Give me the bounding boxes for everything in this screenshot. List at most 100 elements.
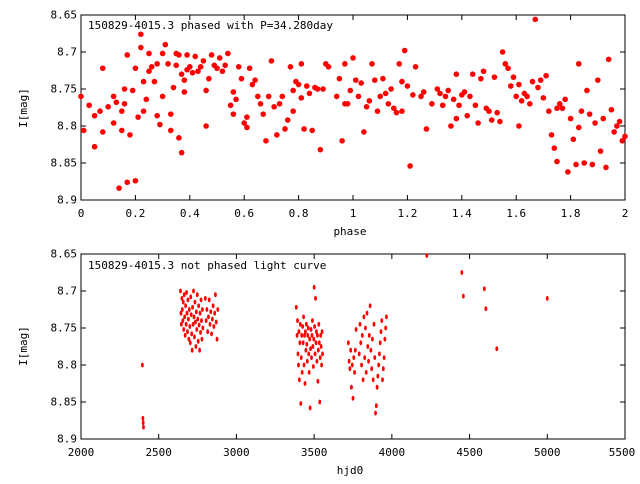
data-point: [189, 312, 193, 318]
data-point: [510, 74, 517, 80]
data-point: [311, 318, 314, 323]
data-point: [298, 95, 305, 101]
data-point: [358, 321, 362, 327]
data-point: [367, 358, 370, 364]
data-point: [189, 69, 196, 76]
data-point: [353, 347, 357, 353]
data-point: [314, 86, 321, 92]
data-point: [355, 93, 362, 100]
data-point: [279, 93, 286, 100]
data-point: [157, 121, 163, 128]
data-point: [165, 61, 171, 67]
data-point: [554, 105, 560, 112]
data-point: [575, 124, 582, 131]
data-point: [363, 355, 367, 360]
data-point: [480, 68, 487, 75]
data-point: [184, 303, 188, 309]
data-point: [189, 294, 193, 300]
data-point: [141, 420, 145, 426]
data-point: [619, 138, 626, 144]
data-point: [464, 112, 471, 119]
data-point: [540, 95, 547, 101]
data-point: [448, 123, 454, 129]
data-point: [317, 146, 324, 153]
data-point: [551, 145, 558, 151]
data-point: [369, 61, 375, 67]
x-tick-label: 0.4: [180, 207, 200, 220]
data-point: [211, 303, 215, 309]
data-point: [305, 341, 309, 347]
data-point: [91, 112, 98, 119]
data-point: [204, 318, 208, 323]
data-point: [371, 336, 374, 342]
data-point: [180, 296, 184, 301]
data-point: [297, 362, 300, 368]
data-point: [194, 344, 198, 349]
data-point: [385, 101, 392, 107]
data-point: [484, 306, 488, 312]
data-point: [445, 87, 452, 94]
data-point: [494, 109, 500, 116]
data-point: [516, 81, 522, 88]
data-point: [317, 321, 321, 327]
data-point: [187, 64, 193, 70]
data-point: [159, 93, 166, 100]
data-point: [195, 68, 201, 75]
data-point: [200, 307, 204, 312]
data-point: [216, 307, 220, 312]
unphased-light-curve-panel: 8.65 8.7 8.75 8.8 8.85 8.9 2000 2500 300…: [17, 248, 635, 478]
data-point: [562, 96, 568, 103]
data-point: [138, 31, 144, 38]
data-point: [184, 52, 190, 58]
data-point: [303, 381, 307, 386]
data-point: [586, 111, 593, 117]
data-point: [437, 90, 443, 97]
data-point: [207, 314, 210, 320]
data-point: [195, 292, 199, 298]
data-point: [197, 322, 201, 328]
data-point: [388, 86, 394, 92]
data-point: [357, 351, 361, 357]
plot-frame: [80, 14, 626, 201]
data-point: [183, 333, 187, 338]
data-point: [244, 114, 250, 120]
data-point: [297, 329, 301, 335]
data-point: [608, 106, 615, 113]
data-point: [307, 351, 311, 357]
data-point: [181, 77, 188, 83]
data-point: [309, 346, 312, 352]
data-point: [203, 87, 209, 94]
phased-light-curve-panel: 8.65 8.7 8.75 8.8 8.85 8.9 0 0.2 0.4 0.6…: [17, 9, 628, 239]
data-point: [354, 327, 358, 332]
data-point: [373, 355, 377, 360]
data-point: [154, 61, 160, 67]
data-point: [116, 185, 122, 191]
data-point: [185, 290, 188, 295]
data-point: [143, 96, 150, 103]
data-point: [349, 347, 353, 353]
data-point: [376, 373, 380, 379]
data-point: [380, 318, 384, 323]
data-point: [497, 118, 503, 125]
data-point: [188, 324, 192, 329]
data-point: [371, 77, 378, 83]
data-point: [186, 297, 190, 303]
data-point: [191, 304, 194, 310]
data-point: [209, 309, 213, 315]
y-tick-label: 8.9: [57, 194, 77, 207]
data-point: [268, 58, 275, 64]
data-point: [162, 41, 169, 48]
data-point: [595, 77, 601, 83]
x-tick-label: 0.6: [234, 207, 254, 220]
data-point: [374, 403, 378, 409]
data-point: [318, 399, 322, 405]
data-point: [235, 64, 242, 70]
data-point: [199, 297, 203, 303]
data-point: [532, 16, 539, 23]
data-point: [302, 314, 305, 320]
data-point: [290, 108, 296, 114]
data-point: [213, 310, 217, 316]
data-point: [298, 340, 302, 346]
data-point: [350, 362, 354, 368]
